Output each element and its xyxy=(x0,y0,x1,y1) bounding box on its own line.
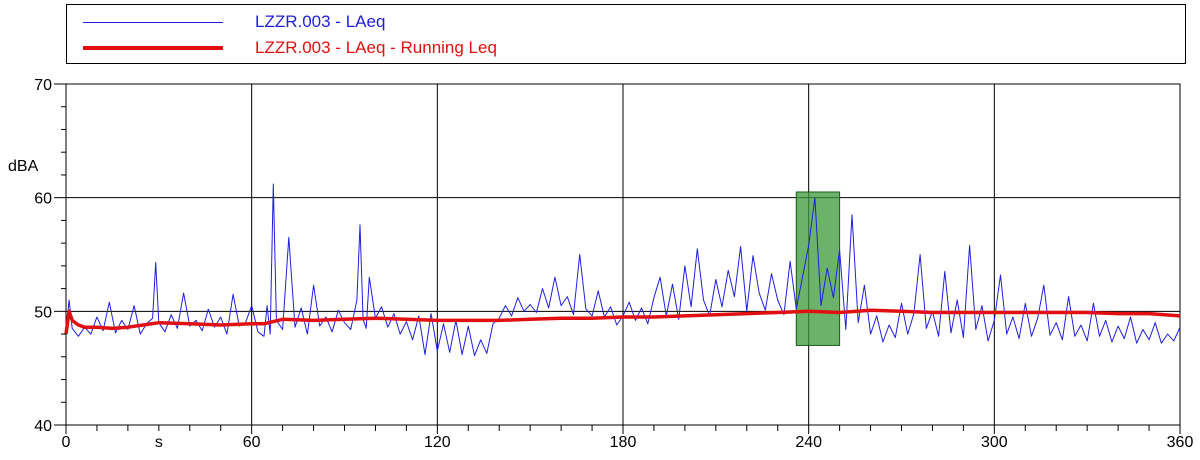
legend-label-laeq: LZZR.003 - LAeq xyxy=(255,12,386,31)
series-running-leq-line xyxy=(64,308,1181,335)
legend-label-running-leq: LZZR.003 - LAeq - Running Leq xyxy=(255,38,497,57)
axis-layer: 0 60 120 180 240 300 360 s 40 50 60 70 xyxy=(34,77,1193,451)
highlight-layer xyxy=(795,191,841,346)
legend-swatch-laeq xyxy=(83,22,223,23)
x-tick-label: 120 xyxy=(424,434,451,451)
legend-swatch-running-leq xyxy=(83,46,223,50)
series-layer xyxy=(64,183,1181,357)
legend-item-running-leq: LZZR.003 - LAeq - Running Leq xyxy=(67,36,1185,60)
x-tick-label: 60 xyxy=(243,434,261,451)
x-tick-label: 180 xyxy=(610,434,637,451)
y-tick-label: 60 xyxy=(34,191,52,208)
highlight-region xyxy=(795,191,841,346)
x-tick-label: 300 xyxy=(981,434,1008,451)
x-tick-label: 0 xyxy=(62,434,71,451)
x-tick-label: 360 xyxy=(1167,434,1194,451)
x-tick-label: 240 xyxy=(795,434,822,451)
x-unit-label: s xyxy=(155,434,163,451)
y-axis-title: dBA xyxy=(8,158,39,175)
legend-item-laeq: LZZR.003 - LAeq xyxy=(67,10,1185,34)
y-tick-label: 50 xyxy=(34,304,52,321)
legend-box: LZZR.003 - LAeq LZZR.003 - LAeq - Runnin… xyxy=(66,4,1186,64)
y-tick-label: 40 xyxy=(34,418,52,435)
grid-layer xyxy=(65,83,1181,426)
y-tick-label: 70 xyxy=(34,77,52,94)
